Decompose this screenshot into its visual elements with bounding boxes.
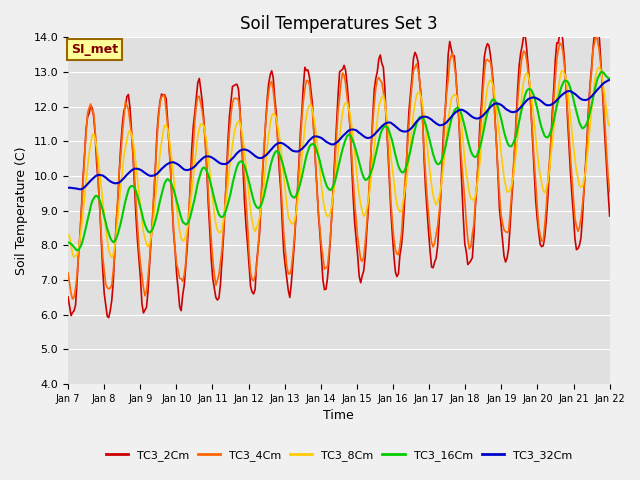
TC3_8Cm [108, 254, 116, 260]
TC3_8Cm [254, 221, 262, 227]
TC3_8Cm [227, 153, 235, 159]
TC3_8Cm [606, 123, 614, 129]
TC3_32Cm [132, 166, 140, 171]
TC3_2Cm [132, 212, 140, 218]
TC3_16Cm [577, 123, 585, 129]
TC3_16Cm [606, 76, 614, 82]
TC3_2Cm [606, 213, 614, 219]
TC3_8Cm [303, 113, 310, 119]
Line: TC3_8Cm: TC3_8Cm [68, 67, 610, 257]
Text: SI_met: SI_met [71, 43, 118, 56]
TC3_2Cm [594, 22, 602, 27]
TC3_32Cm [64, 185, 72, 191]
TC3_2Cm [227, 98, 235, 104]
TC3_16Cm [64, 240, 72, 245]
TC3_16Cm [598, 69, 606, 75]
TC3_2Cm [245, 263, 253, 269]
Line: TC3_4Cm: TC3_4Cm [68, 34, 610, 299]
TC3_32Cm [245, 148, 253, 154]
TC3_2Cm [577, 235, 585, 241]
X-axis label: Time: Time [323, 409, 354, 422]
Line: TC3_16Cm: TC3_16Cm [68, 72, 610, 251]
TC3_8Cm [595, 64, 603, 70]
TC3_4Cm [227, 112, 235, 118]
Y-axis label: Soil Temperature (C): Soil Temperature (C) [15, 146, 28, 275]
TC3_16Cm [245, 179, 253, 185]
Line: TC3_2Cm: TC3_2Cm [68, 24, 610, 318]
TC3_32Cm [303, 141, 310, 147]
TC3_4Cm [245, 250, 253, 255]
TC3_16Cm [227, 189, 235, 194]
TC3_8Cm [132, 161, 140, 167]
TC3_4Cm [577, 216, 585, 221]
TC3_16Cm [73, 248, 81, 253]
TC3_8Cm [64, 232, 72, 238]
TC3_2Cm [105, 315, 113, 321]
TC3_2Cm [254, 245, 262, 251]
TC3_32Cm [577, 96, 585, 102]
TC3_32Cm [254, 155, 262, 161]
TC3_4Cm [606, 189, 614, 194]
Line: TC3_32Cm: TC3_32Cm [68, 80, 610, 189]
TC3_8Cm [577, 184, 585, 190]
TC3_4Cm [64, 270, 72, 276]
TC3_16Cm [303, 153, 310, 159]
TC3_4Cm [68, 296, 76, 302]
TC3_32Cm [227, 157, 235, 163]
TC3_16Cm [254, 205, 262, 211]
Legend: TC3_2Cm, TC3_4Cm, TC3_8Cm, TC3_16Cm, TC3_32Cm: TC3_2Cm, TC3_4Cm, TC3_8Cm, TC3_16Cm, TC3… [101, 445, 577, 465]
TC3_4Cm [303, 78, 310, 84]
TC3_8Cm [245, 194, 253, 200]
TC3_2Cm [64, 294, 72, 300]
Title: Soil Temperatures Set 3: Soil Temperatures Set 3 [240, 15, 438, 33]
TC3_2Cm [303, 68, 310, 73]
TC3_4Cm [592, 31, 600, 37]
TC3_4Cm [254, 248, 262, 253]
TC3_32Cm [606, 77, 614, 83]
TC3_16Cm [132, 188, 140, 194]
TC3_4Cm [132, 197, 140, 203]
TC3_32Cm [76, 186, 84, 192]
